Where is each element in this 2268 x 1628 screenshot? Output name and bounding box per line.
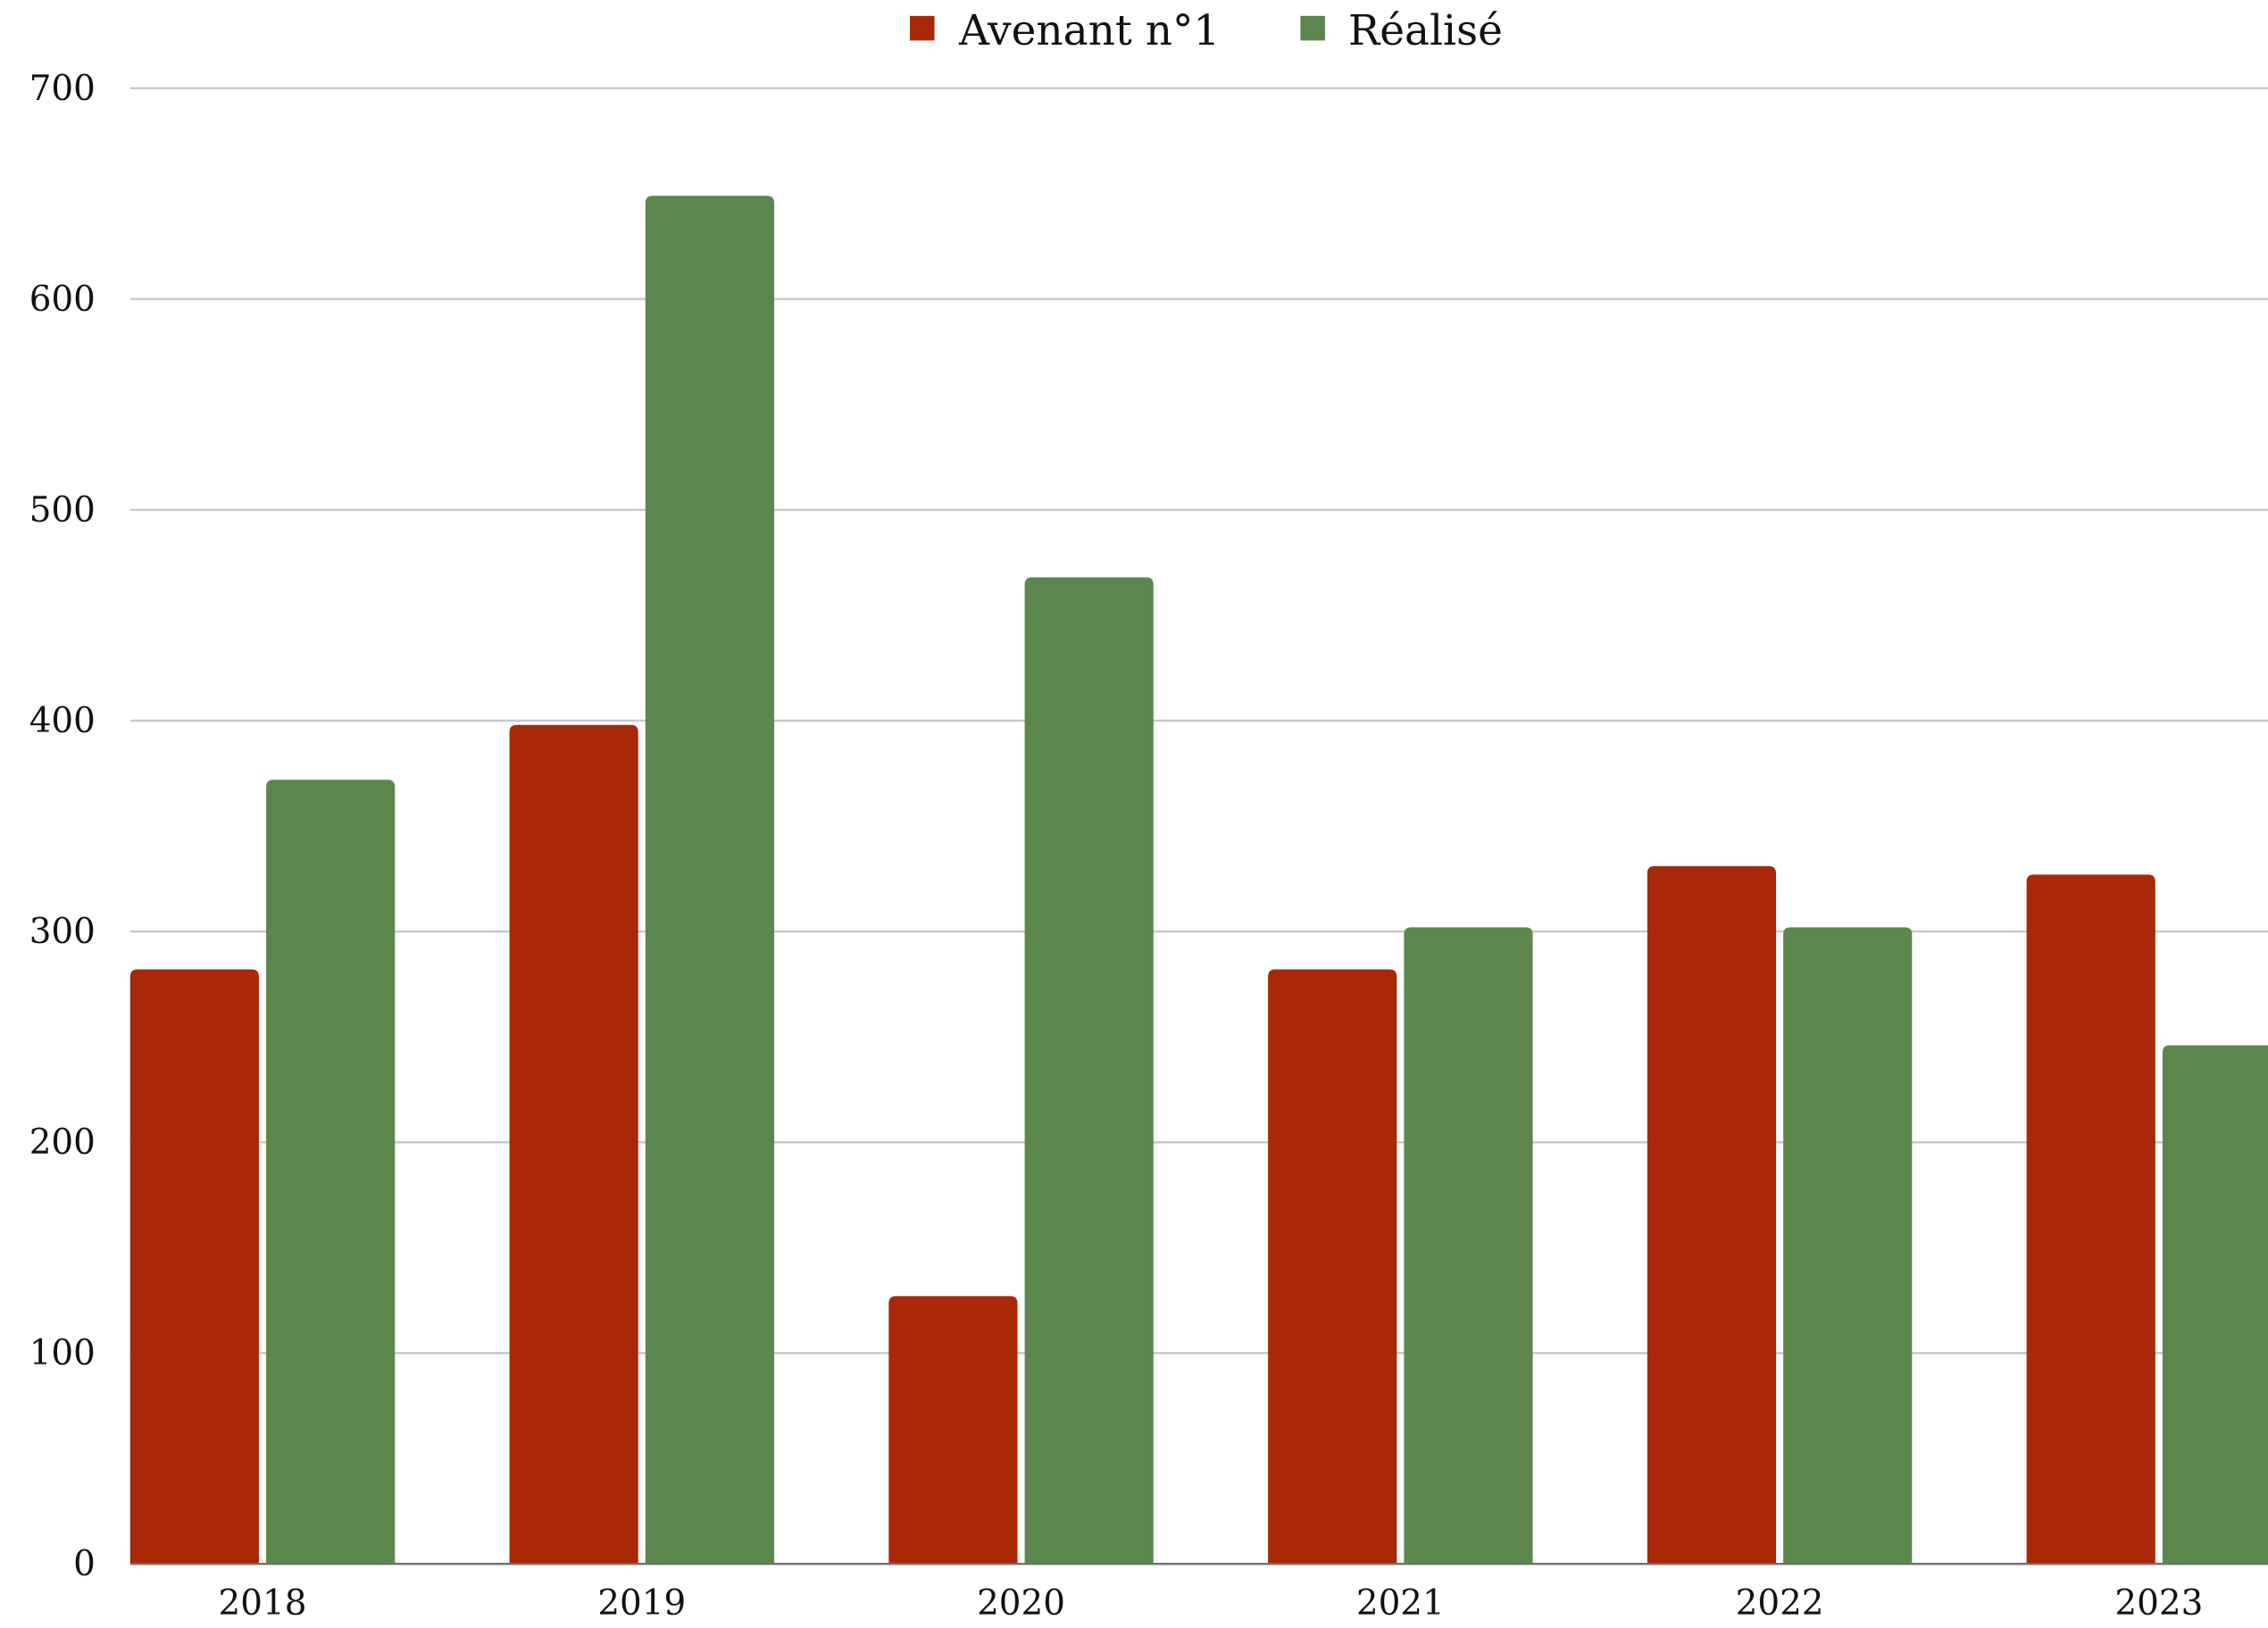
y-tick-label: 0: [73, 1544, 96, 1584]
y-tick-label: 500: [29, 490, 96, 530]
y-tick-label: 300: [29, 912, 96, 952]
legend-swatch: [1300, 15, 1325, 41]
bar-avenant-2021: [1268, 969, 1397, 1565]
y-tick-label: 200: [29, 1123, 96, 1163]
legend: Avenant n°1 Réalisé: [909, 6, 1503, 55]
legend-swatch: [909, 15, 935, 41]
legend-label: Avenant n°1: [958, 6, 1220, 55]
x-tick-label: 2020: [977, 1583, 1065, 1624]
bar-realise-2022: [1783, 927, 1913, 1565]
y-tick-label: 400: [29, 701, 96, 741]
legend-label: Réalisé: [1348, 6, 1503, 55]
axes: 0 100 200 300 400 500 600 700 2018 2019 2020 2021 20…: [29, 69, 2268, 1624]
x-tick-label: 2023: [2114, 1583, 2203, 1624]
y-tick-label: 700: [29, 69, 96, 109]
bars: [129, 196, 2268, 1565]
x-tick-label: 2019: [597, 1583, 686, 1624]
bar-realise-2020: [1024, 577, 1154, 1565]
bar-avenant-2023: [2026, 874, 2155, 1565]
x-tick-label: 2022: [1736, 1583, 1824, 1624]
y-tick-label: 100: [29, 1333, 96, 1373]
bar-avenant-2019: [509, 724, 638, 1565]
y-tick-label: 600: [29, 280, 96, 320]
bar-avenant-2020: [888, 1296, 1018, 1565]
bar-realise-2019: [645, 196, 775, 1565]
bar-realise-2021: [1404, 927, 1533, 1565]
x-tick-label: 2018: [219, 1583, 307, 1624]
bar-avenant-2018: [129, 969, 259, 1565]
bar-avenant-2022: [1647, 865, 1777, 1565]
bar-realise-2023: [2162, 1045, 2268, 1565]
gridlines: [129, 87, 2268, 1355]
bar-realise-2018: [266, 780, 396, 1565]
x-tick-label: 2021: [1356, 1583, 1445, 1624]
